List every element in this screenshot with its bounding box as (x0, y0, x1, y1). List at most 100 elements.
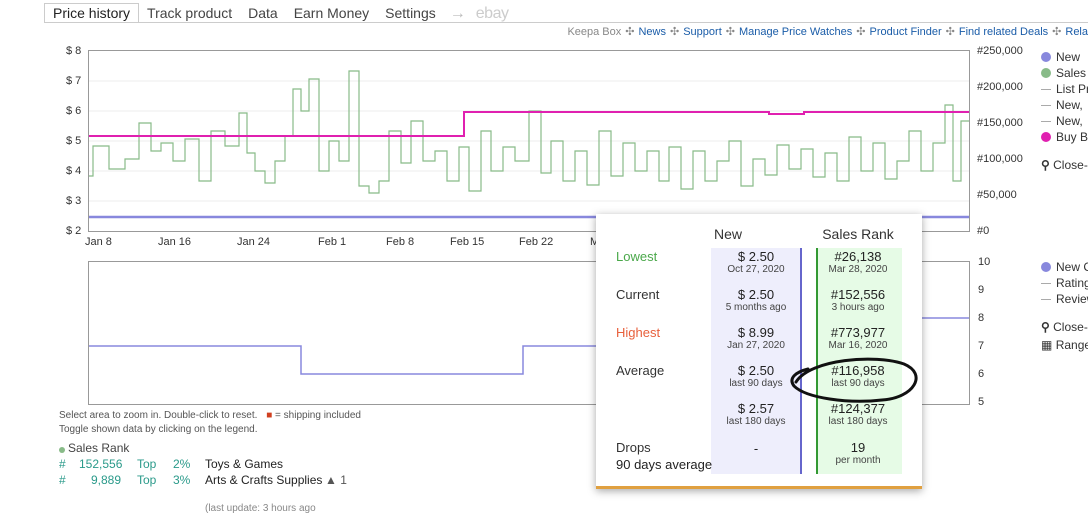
link-related[interactable]: Rela (1065, 26, 1088, 38)
rank-hash: # (59, 457, 66, 471)
legend-label: Buy Bo (1056, 130, 1088, 144)
price-history-chart[interactable] (88, 50, 970, 232)
legend-new-b[interactable]: New, (1041, 114, 1083, 128)
rank-top: Top (137, 457, 157, 471)
tab-track-product[interactable]: Track product (147, 5, 233, 21)
y-axis-label: 10 (978, 256, 991, 268)
value: #26,138 (834, 249, 882, 264)
legend-dash-icon (1041, 105, 1051, 106)
y2-axis-label: #0 (977, 225, 990, 237)
legend-dash-icon (1041, 283, 1051, 284)
link-product-finder[interactable]: Product Finder (869, 26, 942, 38)
x-axis-label: Feb 8 (386, 236, 415, 248)
range-link[interactable]: ▦ Range (1041, 338, 1088, 352)
legend-buy-box[interactable]: Buy Bo (1041, 130, 1088, 144)
hierarchy-icon[interactable]: ▲ 1 (325, 473, 347, 487)
current-new: $ 2.50 5 months ago (706, 287, 806, 313)
rank-category-link[interactable]: Toys & Games (205, 457, 284, 471)
column-header-new: New (713, 226, 742, 242)
new-column-bg (711, 248, 802, 474)
link-support[interactable]: Support (683, 26, 722, 38)
legend-dot-icon (1041, 52, 1051, 62)
rank-percent: 2% (173, 457, 191, 471)
sales-rank-line (89, 70, 969, 194)
row-label-drops: Drops (616, 440, 651, 455)
range-label: Range (1055, 338, 1088, 352)
legend-dot-icon (1041, 262, 1051, 272)
separator-icon: ✣ (1052, 26, 1062, 38)
link-keepa-box[interactable]: Keepa Box (567, 26, 622, 38)
rank-value: 9,889 (90, 473, 121, 487)
separator-icon: ✣ (725, 26, 735, 38)
x-axis-label: Jan 24 (237, 236, 271, 248)
close-label: Close- (1053, 158, 1088, 172)
arrow-right-icon: → (449, 5, 466, 22)
buy-box-line (89, 111, 969, 137)
close-link-top[interactable]: ⚲ Close- (1041, 158, 1088, 172)
column-header-rank: Sales Rank (822, 226, 894, 242)
value: $ 2.50 (737, 287, 775, 302)
separator-icon: ✣ (670, 26, 680, 38)
tab-divider (44, 22, 1088, 23)
rank-category-link[interactable]: Arts & Crafts Supplies (205, 473, 323, 487)
subvalue: last 90 days (831, 378, 885, 389)
shipping-hint-text: = shipping included (275, 410, 361, 421)
tab-earn-money[interactable]: Earn Money (293, 5, 370, 21)
legend-label: New, (1056, 114, 1083, 128)
rank-hash: # (59, 473, 66, 487)
tab-ebay[interactable]: ebay (475, 5, 509, 22)
tab-settings[interactable]: Settings (385, 5, 436, 21)
x-axis-label: Feb 15 (450, 236, 485, 248)
close-link-bottom[interactable]: ⚲ Close- (1041, 320, 1088, 334)
y-axis-label: 9 (978, 284, 985, 296)
rating-chart-svg (89, 317, 969, 375)
y2-axis-label: #150,000 (977, 117, 1023, 129)
legend-new-count[interactable]: New C (1041, 260, 1088, 274)
drops-new: - (753, 441, 759, 456)
quick-links: Keepa Box ✣ News ✣ Support ✣ Manage Price Watc… (567, 25, 1088, 38)
rank-percent: 3% (173, 473, 191, 487)
subvalue: last 180 days (726, 416, 786, 427)
subvalue: Mar 28, 2020 (828, 264, 888, 275)
legend-new-a[interactable]: New, (1041, 98, 1083, 112)
y-axis-label: $ 7 (66, 75, 82, 87)
legend-review[interactable]: Review (1041, 292, 1088, 306)
separator-icon: ✣ (945, 26, 955, 38)
subvalue: 3 hours ago (831, 302, 885, 313)
legend-dash-icon (1041, 299, 1051, 300)
legend-label: New, (1056, 98, 1083, 112)
link-manage-price-watches[interactable]: Manage Price Watches (738, 26, 853, 38)
row-label-average: Average (616, 363, 665, 378)
legend-sales[interactable]: Sales (1041, 66, 1086, 80)
value: #116,958 (831, 363, 885, 378)
last-update: (last update: 3 hours ago (205, 503, 316, 514)
y-axis-label: 8 (978, 312, 985, 324)
row-label-drops-sub: 90 days average (616, 457, 713, 472)
tab-price-history[interactable]: Price history (44, 3, 140, 23)
y-axis-label: 5 (978, 396, 985, 408)
legend-label: New C (1056, 260, 1088, 274)
link-find-related-deals[interactable]: Find related Deals (958, 26, 1049, 38)
zoom-hint-text: Select area to zoom in. Double-click to … (59, 410, 258, 421)
drops-rank: 19 per month (808, 440, 908, 466)
average180-new: $ 2.57 last 180 days (706, 401, 806, 427)
average-rank: #116,958 last 90 days (808, 363, 908, 389)
separator-icon: ✣ (625, 26, 635, 38)
current-rank: #152,556 3 hours ago (808, 287, 908, 313)
y2-axis-label: #50,000 (977, 189, 1017, 201)
lowest-new: $ 2.50 Oct 27, 2020 (706, 249, 806, 275)
legend-list-price[interactable]: List Pr (1041, 82, 1088, 96)
legend-new[interactable]: New (1041, 50, 1080, 64)
value: #152,556 (830, 287, 886, 302)
separator-icon: ✣ (856, 26, 866, 38)
link-news[interactable]: News (638, 26, 666, 38)
truck-icon: ■ (266, 410, 273, 421)
legend-rating[interactable]: Rating (1041, 276, 1088, 290)
average-new: $ 2.50 last 90 days (706, 363, 806, 389)
close-label: Close- (1053, 320, 1088, 334)
tab-data[interactable]: Data (248, 5, 278, 21)
tab-bar: Price history Track product Data Earn Mo… (44, 3, 512, 23)
legend-dash-icon (1041, 121, 1051, 122)
rank-top: Top (137, 473, 157, 487)
legend-dot-icon (1041, 68, 1051, 78)
